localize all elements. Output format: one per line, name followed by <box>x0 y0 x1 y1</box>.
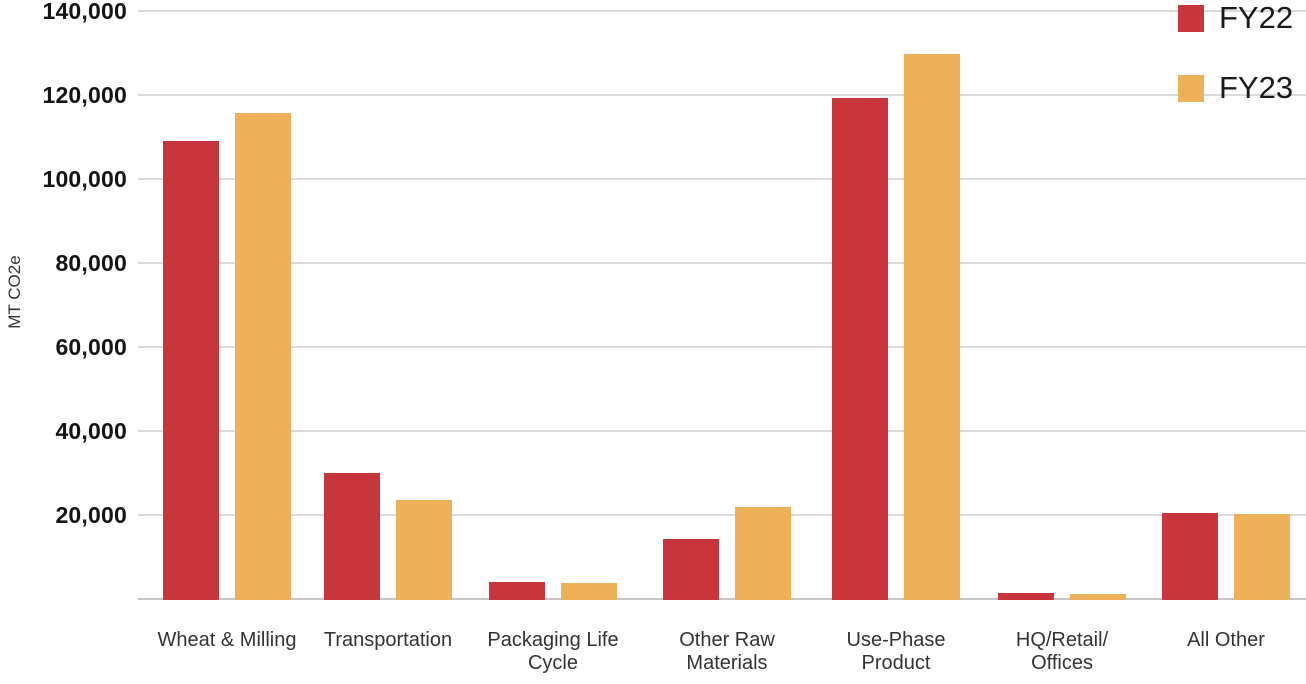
gridline-100000 <box>138 178 1306 180</box>
legend-label-fy23: FY23 <box>1219 70 1294 105</box>
y-tick-label: 100,000 <box>42 166 127 192</box>
bar-fy22-wheat-milling <box>163 140 219 600</box>
bar-fy22-all-other <box>1162 513 1218 600</box>
bar-fy23-hq-retail-offices <box>1070 593 1126 600</box>
bar-fy23-other-raw-materials <box>735 506 791 600</box>
legend-swatch-fy23 <box>1178 74 1204 102</box>
bar-fy22-packaging-life-cycle <box>489 581 545 600</box>
bar-fy23-transportation <box>396 500 452 600</box>
category-label-transportation: Transportation <box>323 629 453 651</box>
y-tick-label: 120,000 <box>42 82 127 108</box>
category-label-packaging-life-cycle: Packaging Life Cycle <box>487 629 619 674</box>
y-tick-label: 60,000 <box>55 334 127 360</box>
bar-fy23-wheat-milling <box>235 112 291 600</box>
legend-item-fy22: FY22 <box>1178 0 1294 35</box>
y-tick-label: 140,000 <box>42 0 127 24</box>
gridline-20000 <box>138 514 1306 516</box>
legend: FY22 FY23 <box>1178 0 1294 144</box>
y-tick-label: 20,000 <box>55 502 127 528</box>
bar-fy23-use-phase-product <box>904 54 960 600</box>
category-label-other-raw-materials: Other Raw Materials <box>679 629 775 674</box>
bar-fy22-other-raw-materials <box>663 539 719 600</box>
y-tick-label: 80,000 <box>55 250 127 276</box>
legend-label-fy22: FY22 <box>1219 0 1294 35</box>
bar-fy22-use-phase-product <box>832 98 888 600</box>
x-axis-baseline <box>138 598 1306 600</box>
bar-fy22-hq-retail-offices <box>998 592 1054 600</box>
bar-fy22-transportation <box>324 473 380 600</box>
bar-fy23-packaging-life-cycle <box>561 582 617 600</box>
gridline-60000 <box>138 346 1306 348</box>
y-tick-label: 40,000 <box>55 418 127 444</box>
category-label-use-phase-product: Use-Phase Product <box>846 629 946 674</box>
gridline-40000 <box>138 430 1306 432</box>
category-label-hq-retail-offices: HQ/Retail/Offices <box>1015 629 1109 674</box>
legend-item-fy23: FY23 <box>1178 70 1294 105</box>
category-label-all-other: All Other <box>1187 629 1265 651</box>
bar-fy23-all-other <box>1234 513 1290 600</box>
category-label-wheat-milling: Wheat & Milling <box>157 629 297 651</box>
gridline-140000 <box>138 10 1306 12</box>
legend-swatch-fy22 <box>1178 4 1204 32</box>
gridline-80000 <box>138 262 1306 264</box>
gridline-120000 <box>138 94 1306 96</box>
